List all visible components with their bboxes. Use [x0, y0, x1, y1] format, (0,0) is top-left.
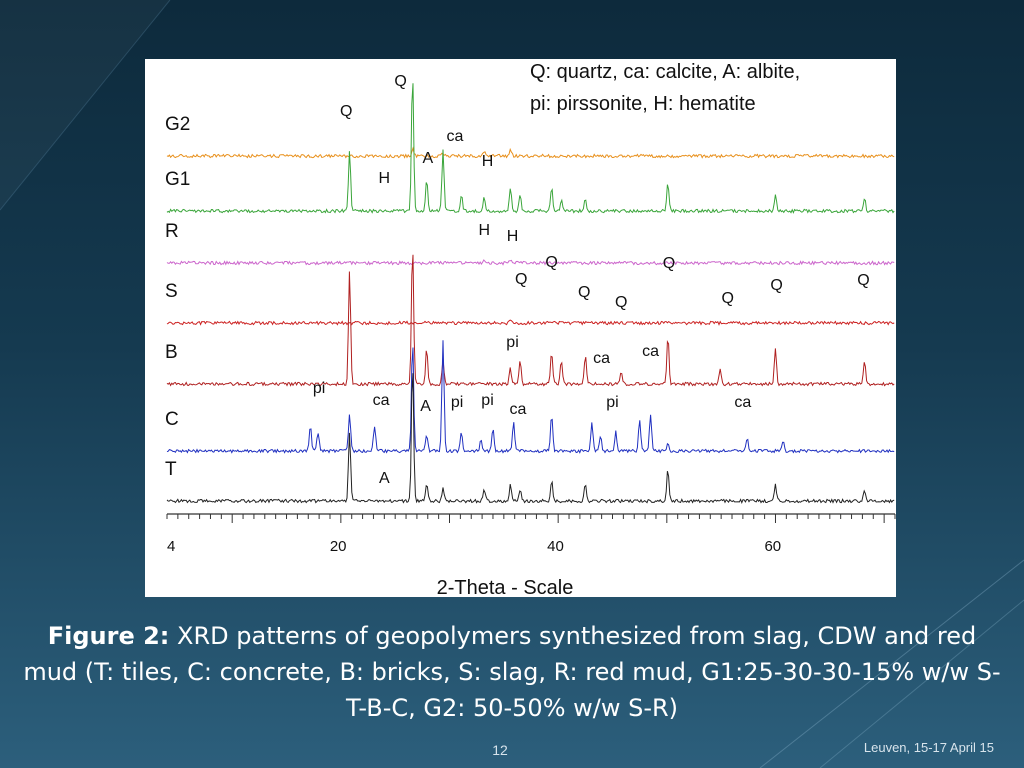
phase-annotation: Q	[615, 294, 627, 311]
phase-annotation: pi	[451, 394, 463, 411]
phase-annotation: pi	[481, 392, 493, 409]
series-line-r	[166, 259, 895, 266]
phase-annotation: Q	[340, 103, 352, 120]
caption-text: XRD patterns of geopolymers synthesized …	[23, 622, 1001, 722]
phase-annotation: ca	[734, 394, 751, 411]
x-tick-label: 20	[330, 538, 347, 555]
phase-annotation: Q	[770, 277, 782, 294]
slide-number: 12	[492, 742, 508, 758]
legend-text-line2: pi: pirssonite, H: hematite	[530, 93, 756, 115]
phase-annotation: H	[478, 222, 490, 239]
phase-annotation: Q	[857, 272, 869, 289]
phase-annotation: pi	[506, 334, 518, 351]
phase-annotation: ca	[510, 401, 527, 418]
phase-annotation: Q	[578, 284, 590, 301]
series-line-b	[166, 254, 895, 387]
series-label-s: S	[165, 281, 178, 302]
legend-text-line1: Q: quartz, ca: calcite, A: albite,	[530, 61, 801, 83]
series-label-g1: G1	[165, 169, 190, 190]
x-axis-title: 2-Theta - Scale	[437, 577, 574, 597]
phase-annotation: ca	[642, 343, 659, 360]
phase-annotation: ca	[446, 128, 463, 145]
series-label-r: R	[165, 221, 179, 242]
phase-annotation: Q	[394, 73, 406, 90]
phase-annotation: Q	[515, 271, 527, 288]
phase-annotation: A	[379, 470, 390, 487]
series-line-t	[166, 373, 895, 504]
series-line-g1	[166, 83, 895, 214]
phase-annotation: Q	[545, 254, 557, 271]
phase-annotation: H	[482, 153, 494, 170]
series-line-c	[166, 340, 895, 454]
x-tick-label: 60	[764, 538, 781, 555]
phase-annotation: ca	[373, 392, 390, 409]
phase-annotation: Q	[721, 290, 733, 307]
phase-annotation: A	[422, 150, 433, 167]
series-line-s	[166, 319, 895, 326]
x-tick-label: 4	[167, 538, 175, 555]
figure-caption: Figure 2: XRD patterns of geopolymers sy…	[20, 618, 1004, 726]
series-label-t: T	[165, 459, 177, 480]
phase-annotation: A	[420, 398, 431, 415]
phase-annotation: pi	[606, 394, 618, 411]
series-label-g2: G2	[165, 114, 190, 135]
phase-annotation: H	[379, 170, 391, 187]
series-label-b: B	[165, 342, 178, 363]
phase-annotation: pi	[313, 380, 325, 397]
phase-annotation: ca	[593, 350, 610, 367]
phase-annotation: Q	[663, 255, 675, 272]
x-tick-label: 40	[547, 538, 564, 555]
series-line-g2	[166, 146, 895, 159]
phase-annotation: H	[507, 228, 519, 245]
footer-event: Leuven, 15-17 April 15	[863, 740, 994, 755]
caption-label: Figure 2:	[47, 622, 170, 650]
series-label-c: C	[165, 409, 179, 430]
